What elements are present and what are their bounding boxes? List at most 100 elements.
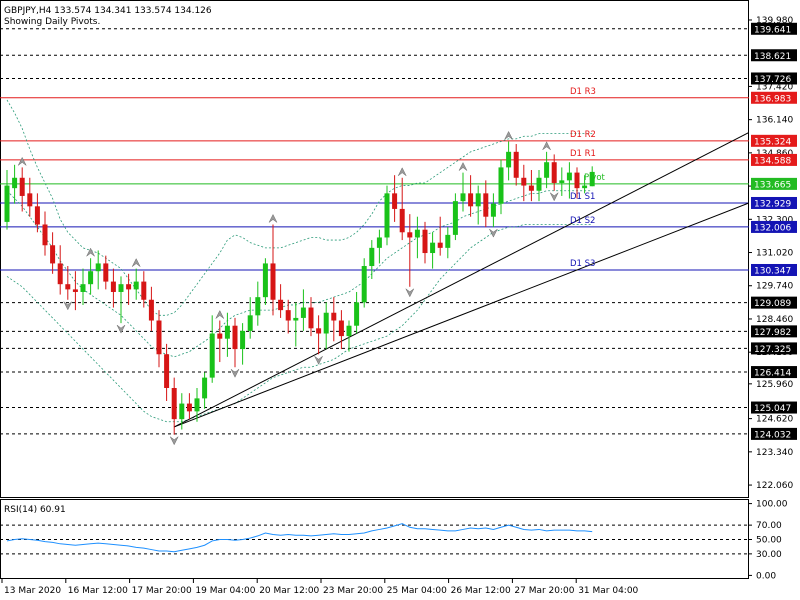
candle-body — [483, 193, 489, 217]
envelope-line — [6, 190, 593, 358]
fractal-marker — [549, 192, 559, 202]
rsi-levels — [0, 524, 749, 555]
envelope-line — [6, 224, 593, 423]
chart-header-line1: GBPJPY,H4 133.574 134.341 133.574 134.12… — [4, 6, 212, 16]
pivot-label: D1 R1 — [570, 149, 596, 159]
price-level-box — [751, 49, 797, 62]
candle-body — [361, 266, 367, 303]
price-level-box — [751, 401, 797, 414]
candle-body — [57, 263, 63, 285]
candle-body — [521, 177, 527, 186]
candle-body — [437, 242, 443, 248]
candle-body — [217, 333, 223, 339]
price-tick-label: 128.460 — [756, 315, 793, 325]
candle-body — [422, 229, 428, 254]
fractal-markers — [17, 130, 559, 446]
fractal-marker — [63, 301, 73, 311]
candle-body — [316, 328, 322, 334]
candle-body — [589, 171, 595, 187]
candle-body — [4, 185, 10, 222]
candle-body — [430, 242, 436, 254]
candle-body — [376, 237, 382, 248]
candle-body — [544, 162, 550, 178]
time-tick-label: 16 Mar 12:00 — [68, 586, 128, 596]
candle-body — [278, 299, 284, 311]
price-tick-label: 129.740 — [756, 282, 793, 292]
fractal-marker — [17, 156, 27, 166]
candle-body — [338, 320, 344, 337]
candle-body — [186, 403, 192, 412]
price-level-value: 125.047 — [754, 404, 791, 414]
fractal-marker — [314, 356, 323, 365]
candle-body — [164, 354, 170, 388]
candle-body — [399, 208, 405, 233]
candle-body — [270, 263, 276, 300]
price-tick-label: 123.340 — [756, 448, 793, 458]
time-axis: 13 Mar 2020 16 Mar 12:00 17 Mar 20:00 19 Ma… — [1, 579, 639, 596]
pivot-label: Pivot — [584, 173, 606, 183]
price-level-box — [751, 366, 797, 379]
candle-body — [27, 193, 33, 207]
price-level-value: 137.726 — [754, 75, 791, 85]
candle-body — [285, 310, 291, 321]
candle-body — [72, 289, 78, 292]
price-level-box — [751, 91, 797, 104]
candle-body — [194, 398, 200, 412]
rsi-axis: 100.00 70.00 50.00 30.00 0.00 — [749, 500, 788, 581]
candle-body — [19, 177, 25, 196]
price-level-box — [751, 296, 797, 309]
fractal-marker — [131, 258, 141, 267]
time-tick-label: 27 Mar 20:00 — [514, 586, 574, 596]
price-level-box — [751, 220, 797, 233]
price-tick-label: 131.020 — [756, 249, 793, 259]
pivot-labels: D1 R3 D1 R2 D1 R1 Pivot D1 S1 D1 S2 D1 S3 — [570, 87, 606, 269]
candle-body — [148, 299, 154, 321]
price-levels — [0, 28, 749, 435]
candle-body — [202, 377, 208, 399]
candle-body — [141, 281, 147, 300]
candle-body — [346, 325, 352, 337]
price-level-value: 134.588 — [754, 156, 791, 166]
candle-body — [414, 229, 420, 238]
candle-body — [133, 281, 139, 290]
candle-body — [156, 320, 162, 355]
price-tick-label: 134.860 — [756, 149, 793, 159]
price-tick-label: 132.300 — [756, 215, 793, 225]
fractal-marker — [215, 309, 225, 319]
candlesticks — [4, 141, 595, 435]
rsi-tick-label: 100.00 — [756, 500, 788, 510]
candle-body — [506, 151, 512, 168]
candle-body — [80, 284, 86, 292]
time-tick-label: 26 Mar 12:00 — [451, 586, 511, 596]
time-tick-label: 23 Mar 20:00 — [323, 586, 383, 596]
candle-body — [384, 193, 390, 238]
fractal-marker — [268, 213, 278, 223]
candle-body — [445, 234, 451, 248]
candle-body — [88, 271, 94, 285]
candle-body — [247, 315, 253, 331]
candle-body — [392, 193, 398, 209]
candle-body — [209, 333, 215, 378]
price-level-box — [751, 177, 797, 190]
time-tick-label: 31 Mar 04:00 — [578, 586, 638, 596]
pivot-label: D1 S3 — [570, 259, 595, 269]
envelope-line — [6, 99, 593, 316]
price-tick-label: 136.140 — [756, 116, 793, 126]
candle-body — [528, 185, 534, 191]
price-level-value: 130.347 — [754, 266, 791, 276]
time-tick-label: 13 Mar 2020 — [4, 586, 61, 596]
candle-body — [300, 307, 306, 318]
price-level-box — [751, 427, 797, 440]
fractal-marker — [489, 228, 498, 238]
price-level-value: 132.929 — [754, 199, 791, 209]
candle-body — [407, 232, 413, 238]
price-level-box — [751, 196, 797, 209]
price-tick-label: 125.960 — [756, 380, 793, 390]
candle-body — [255, 297, 261, 316]
candle-body — [460, 193, 466, 202]
fractal-marker — [230, 369, 240, 378]
rsi-tick-label: 50.00 — [756, 536, 782, 546]
candle-body — [475, 193, 481, 207]
main-panel-frame — [0, 0, 749, 498]
